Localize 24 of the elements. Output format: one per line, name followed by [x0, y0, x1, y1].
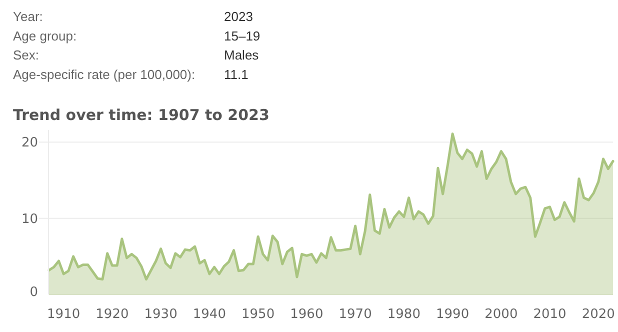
x-tick-label: 2010: [533, 307, 566, 322]
chart-title: Trend over time: 1907 to 2023: [13, 106, 270, 124]
text: 15–19: [224, 28, 260, 44]
text: Year:: [13, 9, 43, 24]
x-tick-label: 2000: [484, 307, 518, 322]
text: Age-specific rate (per 100,000):: [13, 66, 196, 82]
x-tick-label: 2020: [582, 307, 615, 322]
x-tick-label: 1920: [96, 307, 129, 322]
y-tick-label: 10: [21, 212, 38, 227]
text: 11.1: [224, 66, 248, 82]
text: Age group:: [13, 28, 77, 44]
y-tick-label: 0: [30, 285, 38, 300]
x-tick-label: 1950: [242, 307, 275, 322]
x-tick-label: 1960: [290, 307, 324, 322]
text: Sex:: [13, 48, 40, 63]
x-tick-label: 1930: [144, 307, 178, 322]
x-tick-label: 1980: [387, 307, 420, 322]
text: Males: [224, 48, 260, 63]
x-tick-label: 1940: [192, 307, 226, 322]
text: 2023: [224, 9, 253, 24]
x-tick-label: 1990: [436, 307, 470, 322]
x-tick-label: 1970: [338, 307, 372, 322]
x-tick-label: 1910: [47, 307, 80, 322]
y-tick-label: 20: [21, 136, 38, 151]
